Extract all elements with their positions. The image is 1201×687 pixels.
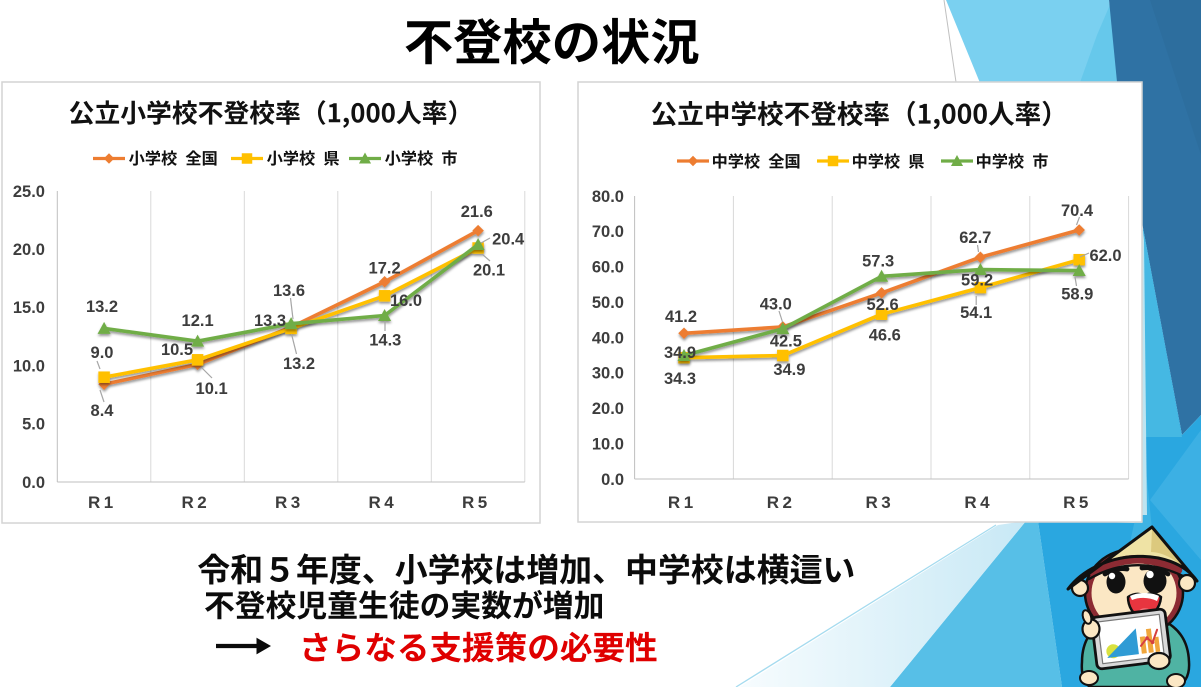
svg-text:62.7: 62.7 bbox=[959, 229, 991, 247]
svg-text:40.0: 40.0 bbox=[592, 329, 624, 347]
svg-text:R3: R3 bbox=[866, 493, 895, 512]
svg-text:34.3: 34.3 bbox=[664, 370, 696, 388]
svg-text:R2: R2 bbox=[767, 493, 796, 512]
svg-text:R5: R5 bbox=[1063, 493, 1092, 512]
svg-text:R4: R4 bbox=[369, 493, 398, 512]
svg-text:50.0: 50.0 bbox=[592, 294, 624, 312]
svg-text:20.0: 20.0 bbox=[592, 400, 624, 418]
svg-text:20.4: 20.4 bbox=[492, 230, 525, 248]
svg-text:R4: R4 bbox=[964, 493, 993, 512]
svg-text:60.0: 60.0 bbox=[592, 259, 624, 277]
svg-text:30.0: 30.0 bbox=[592, 365, 624, 383]
svg-text:15.0: 15.0 bbox=[13, 299, 45, 317]
svg-text:13.3: 13.3 bbox=[254, 312, 286, 330]
svg-text:8.4: 8.4 bbox=[91, 402, 115, 420]
svg-text:80.0: 80.0 bbox=[592, 188, 624, 206]
svg-text:42.5: 42.5 bbox=[770, 332, 802, 350]
svg-text:10.1: 10.1 bbox=[196, 380, 228, 398]
svg-text:9.0: 9.0 bbox=[91, 344, 114, 362]
svg-text:R2: R2 bbox=[182, 493, 211, 512]
svg-text:62.0: 62.0 bbox=[1089, 247, 1121, 265]
svg-text:0.0: 0.0 bbox=[22, 474, 45, 492]
svg-text:21.6: 21.6 bbox=[461, 203, 493, 221]
svg-text:0.0: 0.0 bbox=[601, 471, 624, 489]
svg-text:R3: R3 bbox=[275, 493, 304, 512]
svg-text:57.3: 57.3 bbox=[862, 252, 894, 270]
svg-text:34.9: 34.9 bbox=[773, 361, 805, 379]
svg-text:41.2: 41.2 bbox=[665, 308, 697, 326]
svg-text:13.2: 13.2 bbox=[283, 355, 315, 373]
svg-text:25.0: 25.0 bbox=[13, 183, 45, 201]
svg-text:54.1: 54.1 bbox=[960, 304, 992, 322]
svg-text:10.5: 10.5 bbox=[161, 341, 193, 359]
svg-text:46.6: 46.6 bbox=[869, 327, 901, 345]
svg-text:70.4: 70.4 bbox=[1061, 202, 1094, 220]
svg-text:12.1: 12.1 bbox=[182, 312, 214, 330]
svg-text:52.6: 52.6 bbox=[867, 296, 899, 314]
svg-text:10.0: 10.0 bbox=[13, 357, 45, 375]
svg-text:20.0: 20.0 bbox=[13, 241, 45, 259]
svg-text:5.0: 5.0 bbox=[22, 416, 45, 434]
svg-text:20.1: 20.1 bbox=[473, 262, 505, 280]
svg-text:R5: R5 bbox=[462, 493, 491, 512]
svg-text:59.2: 59.2 bbox=[961, 271, 993, 289]
svg-text:70.0: 70.0 bbox=[592, 223, 624, 241]
svg-text:17.2: 17.2 bbox=[369, 260, 401, 278]
svg-text:13.2: 13.2 bbox=[86, 298, 118, 316]
svg-text:16.0: 16.0 bbox=[390, 292, 422, 310]
svg-text:R1: R1 bbox=[88, 493, 117, 512]
svg-text:10.0: 10.0 bbox=[592, 435, 624, 453]
svg-text:14.3: 14.3 bbox=[369, 332, 401, 350]
svg-text:34.9: 34.9 bbox=[664, 344, 696, 362]
svg-text:58.9: 58.9 bbox=[1061, 285, 1093, 303]
svg-text:R1: R1 bbox=[668, 493, 697, 512]
svg-text:13.6: 13.6 bbox=[273, 282, 305, 300]
svg-text:43.0: 43.0 bbox=[760, 296, 792, 314]
